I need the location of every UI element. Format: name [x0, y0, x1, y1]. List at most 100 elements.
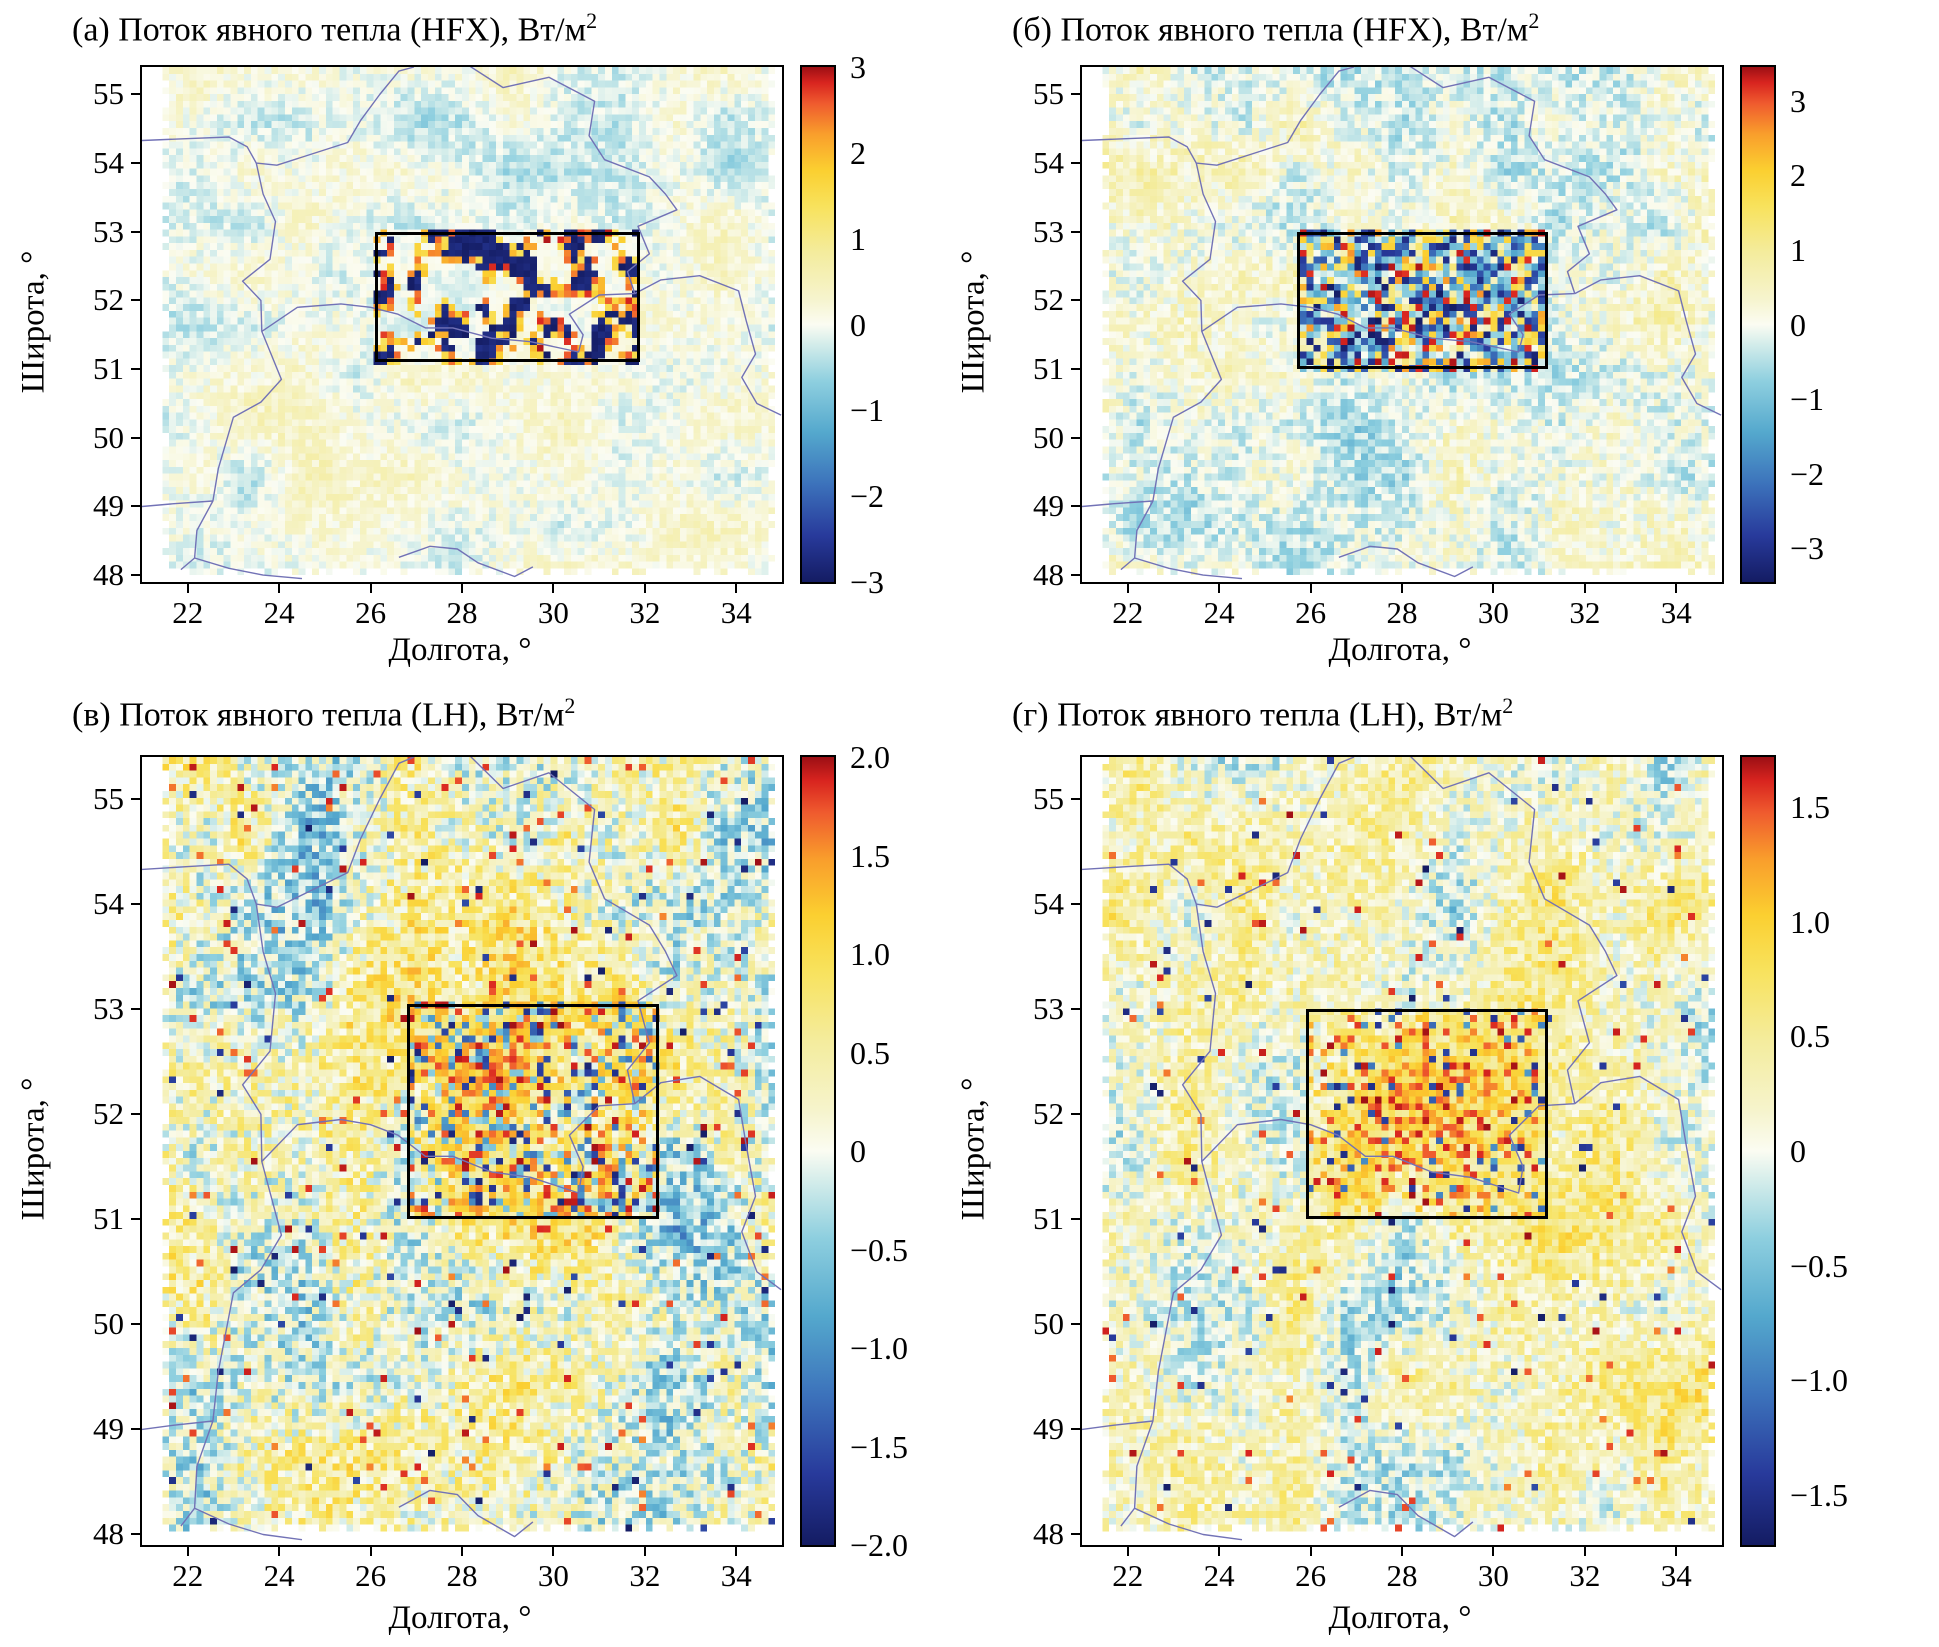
country-border-line [194, 557, 303, 580]
map-plot [1080, 755, 1724, 1547]
x-tick-label: 32 [629, 1558, 661, 1593]
y-tick-label: 51 [93, 1201, 124, 1237]
y-tick-mark [131, 299, 140, 302]
x-tick-mark [278, 584, 281, 593]
colorbar-tick-label: 1.0 [1790, 903, 1830, 940]
panel-title: (б) Поток явного тепла (HFX), Вт/м2 [1012, 8, 1539, 49]
colorbar-tick-label: 2 [850, 134, 866, 171]
y-tick-label: 48 [93, 557, 124, 593]
y-tick-label: 51 [1033, 1201, 1064, 1237]
x-axis-label: Долгота, ° [388, 632, 532, 668]
x-tick-mark [1309, 584, 1312, 593]
x-tick-label: 26 [1295, 595, 1327, 630]
x-tick-mark [735, 584, 738, 593]
y-tick-mark [131, 574, 140, 577]
x-tick-label: 22 [172, 1558, 204, 1593]
colorbar-tick-label: −1.0 [850, 1330, 909, 1366]
panel-title-superscript: 2 [586, 8, 598, 33]
country-borders [142, 757, 782, 1541]
colorbar-tick-label: −3 [1790, 530, 1825, 567]
x-tick-mark [1401, 584, 1403, 593]
panel-title-text: (г) Поток явного тепла (LH), Вт/м [1012, 696, 1503, 734]
map-plot [140, 65, 784, 584]
x-tick-mark [1309, 1547, 1312, 1556]
y-tick-label: 48 [1033, 557, 1064, 593]
panel-title: (в) Поток явного тепла (LH), Вт/м2 [72, 693, 575, 734]
colorbar-tick-label: −1.0 [1790, 1362, 1849, 1399]
y-tick-label: 49 [93, 1411, 124, 1447]
country-border-line [1338, 545, 1474, 578]
country-border-line [1409, 67, 1618, 294]
x-tick-label: 24 [1203, 1558, 1235, 1593]
country-border-line [1082, 757, 1355, 908]
y-tick-mark [131, 505, 140, 508]
y-tick-mark [1071, 436, 1080, 439]
y-tick-mark [131, 903, 140, 906]
country-borders [1082, 757, 1722, 1541]
x-tick-mark [1401, 1547, 1403, 1556]
x-tick-label: 34 [720, 1558, 752, 1593]
highlight-box [407, 1003, 659, 1220]
y-tick-label: 50 [93, 1306, 124, 1342]
y-tick-label: 53 [1033, 991, 1064, 1027]
y-tick-label: 52 [93, 1096, 124, 1132]
x-tick-label: 30 [1477, 1558, 1509, 1593]
country-border-line [634, 274, 782, 416]
y-tick-mark [131, 1323, 140, 1326]
y-tick-label: 52 [1033, 1096, 1064, 1132]
x-tick-label: 26 [355, 1558, 387, 1593]
y-tick-mark [131, 1428, 140, 1431]
colorbar-tick-label: −2.0 [850, 1527, 909, 1563]
x-axis-label: Долгота, ° [1328, 1600, 1472, 1636]
y-tick-label: 51 [1033, 351, 1064, 387]
colorbar-tick-label: 3 [850, 49, 866, 85]
y-tick-mark [131, 1008, 140, 1011]
y-tick-label: 50 [93, 419, 124, 455]
country-border-line [1082, 67, 1355, 166]
y-tick-label: 55 [93, 781, 124, 817]
y-tick-label: 50 [1033, 1306, 1064, 1342]
heatmap-canvas [1082, 67, 1722, 582]
colorbar-tick-label: 2.0 [850, 739, 890, 775]
colorbar-tick-label: 0.5 [850, 1034, 890, 1071]
y-tick-mark [131, 798, 140, 801]
colorbar-tick-label: 1 [1790, 231, 1806, 268]
country-border-line [1574, 1075, 1722, 1291]
y-tick-label: 48 [1033, 1516, 1064, 1552]
x-tick-mark [1218, 584, 1221, 593]
panel-lh-v: (в) Поток явного тепла (LH), Вт/м2 Широт… [0, 675, 969, 1647]
y-tick-label: 54 [93, 886, 124, 922]
x-axis-label: Долгота, ° [1328, 632, 1472, 668]
x-tick-label: 28 [1386, 1558, 1418, 1593]
country-border-line [469, 67, 678, 294]
y-tick-mark [1071, 574, 1080, 577]
x-tick-label: 34 [720, 595, 752, 630]
x-tick-mark [369, 1547, 372, 1556]
colorbar-tick-label: 0 [850, 306, 866, 343]
y-tick-mark [1071, 162, 1080, 165]
x-tick-mark [186, 584, 189, 593]
country-border-line [142, 67, 415, 166]
heatmap-canvas [142, 67, 782, 582]
country-borders [1082, 67, 1722, 580]
country-border-line [1134, 557, 1243, 580]
colorbar-tick-label: −1 [850, 392, 885, 429]
x-tick-mark [461, 1547, 463, 1556]
y-tick-mark [131, 230, 140, 233]
y-tick-label: 49 [1033, 488, 1064, 524]
x-tick-mark [735, 1547, 738, 1556]
x-tick-label: 32 [629, 595, 661, 630]
colorbar-tick-label: 0.5 [1790, 1018, 1830, 1055]
colorbar-tick-label: −2 [850, 478, 885, 515]
x-tick-mark [1675, 584, 1678, 593]
x-tick-mark [186, 1547, 189, 1556]
x-tick-label: 24 [263, 1558, 295, 1593]
colorbar-tick-label: 1.5 [850, 837, 890, 874]
y-tick-label: 52 [1033, 282, 1064, 318]
y-tick-label: 50 [1033, 419, 1064, 455]
country-border-line [194, 1507, 303, 1541]
x-tick-mark [461, 584, 463, 593]
colorbar [1740, 755, 1776, 1547]
panel-lh-g: (г) Поток явного тепла (LH), Вт/м2 Широт… [940, 675, 1939, 1647]
